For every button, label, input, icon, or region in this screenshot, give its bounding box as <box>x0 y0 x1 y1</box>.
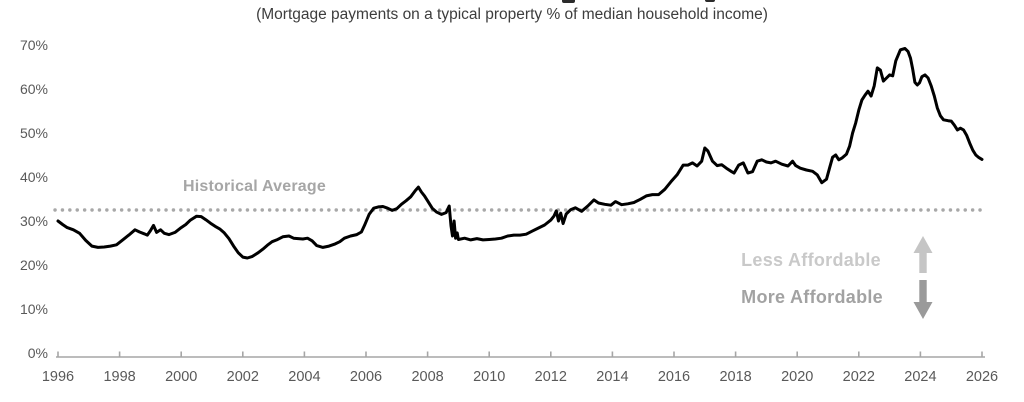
x-axis-tick-label: 2026 <box>966 369 998 385</box>
x-axis-tick-label: 2014 <box>596 369 628 385</box>
x-axis-labels: 1996 1998 2000 2002 2004 2006 2008 2010 2012 2014… <box>42 369 998 385</box>
x-axis-tick-label: 2016 <box>658 369 690 385</box>
historical-average-label: Historical Average <box>183 178 326 195</box>
x-axis-tick-label: 2000 <box>165 369 197 385</box>
x-axis-tick-label: 2024 <box>904 369 936 385</box>
x-axis-tick-label: 2006 <box>350 369 382 385</box>
x-axis-tick-label: 1996 <box>42 369 74 385</box>
more-affordable-label: More Affordable <box>741 287 883 307</box>
y-axis-tick-label: 50% <box>20 125 48 141</box>
less-affordable-label: Less Affordable <box>741 250 881 270</box>
affordability-series-line <box>56 47 984 260</box>
y-axis-tick-label: 20% <box>20 257 48 273</box>
y-axis-tick-label: 30% <box>20 213 48 229</box>
x-axis-tick-label: 2020 <box>781 369 813 385</box>
chart-subtitle: (Mortgage payments on a typical property… <box>256 6 768 23</box>
x-axis-tick-label: 1998 <box>103 369 135 385</box>
x-axis-tick-label: 2008 <box>411 369 443 385</box>
x-axis <box>56 351 985 358</box>
y-axis-labels: 0% 10% 20% 30% 40% 50% 60% 70% <box>20 37 48 361</box>
y-axis-tick-label: 40% <box>20 169 48 185</box>
cut-off-title-descender <box>705 0 715 2</box>
x-axis-tick-label: 2018 <box>719 369 751 385</box>
x-axis-tick-label: 2002 <box>227 369 259 385</box>
y-axis-tick-label: 60% <box>20 81 48 97</box>
x-axis-tick-label: 2010 <box>473 369 505 385</box>
x-axis-tick-label: 2012 <box>535 369 567 385</box>
up-arrow-icon <box>913 236 933 273</box>
x-axis-tick-label: 2022 <box>843 369 875 385</box>
down-arrow-icon <box>913 280 933 319</box>
y-axis-tick-label: 0% <box>28 345 48 361</box>
cut-off-title-descender <box>562 0 575 3</box>
x-axis-tick-label: 2004 <box>288 369 320 385</box>
y-axis-tick-label: 70% <box>20 37 48 53</box>
y-axis-tick-label: 10% <box>20 301 48 317</box>
